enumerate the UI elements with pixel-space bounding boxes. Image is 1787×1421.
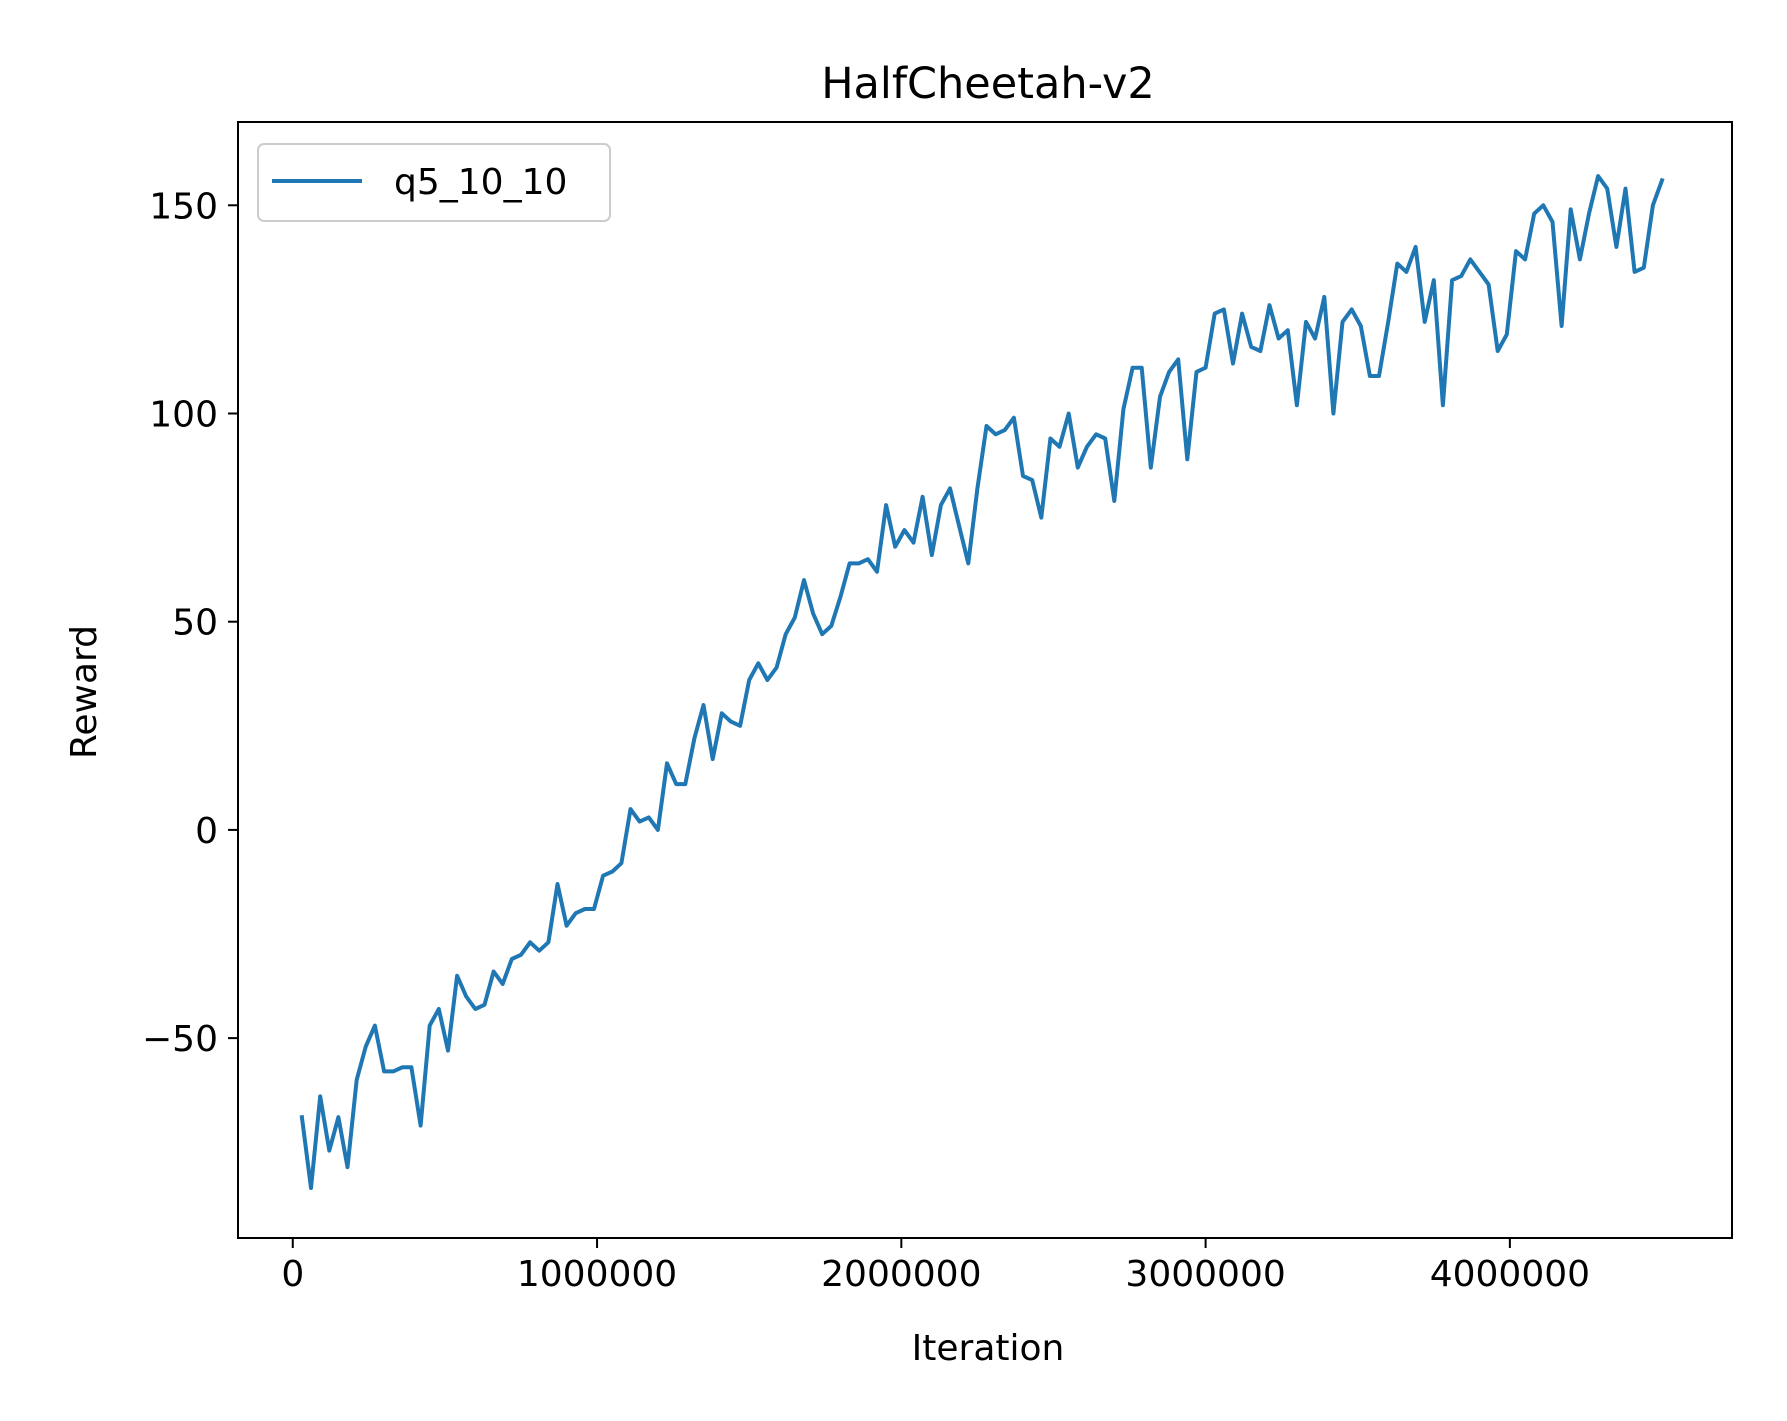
legend-box — [257, 143, 611, 222]
y-tick-label: −50 — [142, 1019, 218, 1060]
legend: q5_10_10 — [257, 143, 611, 222]
x-axis-label: Iteration — [912, 1328, 1065, 1369]
y-axis-label: Reward — [64, 625, 105, 759]
y-tick-label: 0 — [195, 811, 218, 852]
x-tick-label: 2000000 — [821, 1254, 981, 1295]
x-tick-label: 1000000 — [517, 1254, 677, 1295]
series-line — [299, 174, 1665, 1190]
chart-title: HalfCheetah-v2 — [821, 59, 1155, 109]
plot-frame — [237, 121, 1733, 1239]
y-tick-label: 100 — [149, 394, 218, 435]
y-tick-label: 150 — [149, 186, 218, 227]
y-ticks: −50 0 50 100 150 — [142, 186, 238, 1060]
x-tick-label: 3000000 — [1125, 1254, 1285, 1295]
x-tick-label: 4000000 — [1430, 1254, 1590, 1295]
legend-label: q5_10_10 — [394, 162, 567, 203]
x-tick-label: 0 — [281, 1254, 304, 1295]
y-tick-label: 50 — [172, 603, 218, 644]
x-ticks: 0 1000000 2000000 3000000 4000000 — [281, 1238, 1590, 1295]
